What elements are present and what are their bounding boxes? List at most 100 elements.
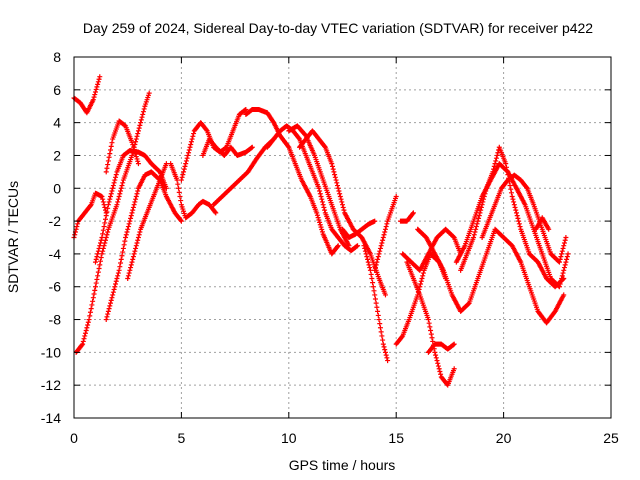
data-point xyxy=(503,164,509,170)
data-point xyxy=(104,232,110,238)
data-point xyxy=(176,185,182,191)
data-point xyxy=(557,256,563,262)
data-point xyxy=(103,169,109,175)
data-point xyxy=(100,199,106,205)
data-point xyxy=(558,254,564,260)
data-point xyxy=(427,324,433,330)
data-point xyxy=(135,188,141,194)
data-point xyxy=(188,142,194,148)
data-point xyxy=(316,185,322,191)
data-point xyxy=(107,303,113,309)
data-point xyxy=(490,169,496,175)
data-point xyxy=(508,186,514,192)
data-point xyxy=(116,267,122,273)
data-point xyxy=(561,292,567,298)
data-point xyxy=(105,205,111,211)
data-point xyxy=(140,109,146,115)
data-point xyxy=(135,161,141,167)
data-point xyxy=(373,262,379,268)
data-point xyxy=(425,317,431,323)
y-tick-label: -12 xyxy=(41,377,61,393)
data-point xyxy=(369,276,375,282)
data-point xyxy=(381,232,387,238)
data-point xyxy=(437,369,443,375)
data-point xyxy=(105,311,111,317)
data-point xyxy=(373,300,379,306)
data-point xyxy=(146,90,152,96)
data-point xyxy=(107,196,113,202)
data-point xyxy=(316,217,322,223)
data-point xyxy=(83,327,89,333)
data-point xyxy=(130,207,136,213)
data-point xyxy=(133,196,139,202)
data-point xyxy=(134,191,140,197)
data-point xyxy=(91,94,97,100)
data-point xyxy=(106,199,112,205)
data-point xyxy=(183,161,189,167)
data-point xyxy=(434,358,440,364)
data-point xyxy=(178,198,184,204)
data-point xyxy=(512,204,518,210)
data-point xyxy=(515,215,521,221)
data-point xyxy=(378,329,384,335)
data-point xyxy=(420,270,426,276)
data-series xyxy=(397,210,416,224)
data-point xyxy=(429,335,435,341)
data-point xyxy=(131,146,137,152)
data-point xyxy=(314,212,320,218)
data-point xyxy=(524,184,530,190)
data-point xyxy=(513,210,519,216)
data-point xyxy=(362,248,368,254)
data-point xyxy=(478,204,484,210)
data-point xyxy=(432,349,438,355)
data-point xyxy=(122,238,128,244)
data-point xyxy=(480,199,486,205)
data-point xyxy=(75,221,81,227)
data-point xyxy=(110,292,116,298)
data-point xyxy=(74,224,80,230)
data-point xyxy=(505,172,511,178)
data-point xyxy=(101,202,107,208)
data-point xyxy=(97,240,103,246)
data-point xyxy=(182,163,188,169)
data-point xyxy=(399,334,405,340)
data-point xyxy=(133,154,139,160)
data-point xyxy=(435,363,441,369)
data-point xyxy=(419,276,425,282)
data-point xyxy=(118,188,124,194)
data-point xyxy=(87,203,93,209)
data-point xyxy=(92,284,98,290)
data-point xyxy=(92,259,98,265)
data-point xyxy=(100,196,106,202)
data-point xyxy=(104,165,110,171)
x-tick-label: 10 xyxy=(281,430,297,446)
data-point xyxy=(329,163,335,169)
data-point xyxy=(102,240,108,246)
data-point xyxy=(561,276,567,282)
data-point xyxy=(96,265,102,271)
data-point xyxy=(184,155,190,161)
data-point xyxy=(560,276,566,282)
data-point xyxy=(110,289,116,295)
data-point xyxy=(135,237,141,243)
data-point xyxy=(320,202,326,208)
data-point xyxy=(436,366,442,372)
data-point xyxy=(94,276,100,282)
data-point xyxy=(100,248,106,254)
data-point xyxy=(213,210,219,216)
data-point xyxy=(113,174,119,180)
data-point xyxy=(189,136,195,142)
data-point xyxy=(87,313,93,319)
data-point xyxy=(384,221,390,227)
data-point xyxy=(420,273,426,279)
data-point xyxy=(513,207,519,213)
data-point xyxy=(380,337,386,343)
data-point xyxy=(98,255,104,261)
data-point xyxy=(366,262,372,268)
data-point xyxy=(481,193,487,199)
data-point xyxy=(121,242,127,248)
data-point xyxy=(186,147,192,153)
data-point xyxy=(93,256,99,262)
data-point xyxy=(319,196,325,202)
data-point xyxy=(127,267,133,273)
